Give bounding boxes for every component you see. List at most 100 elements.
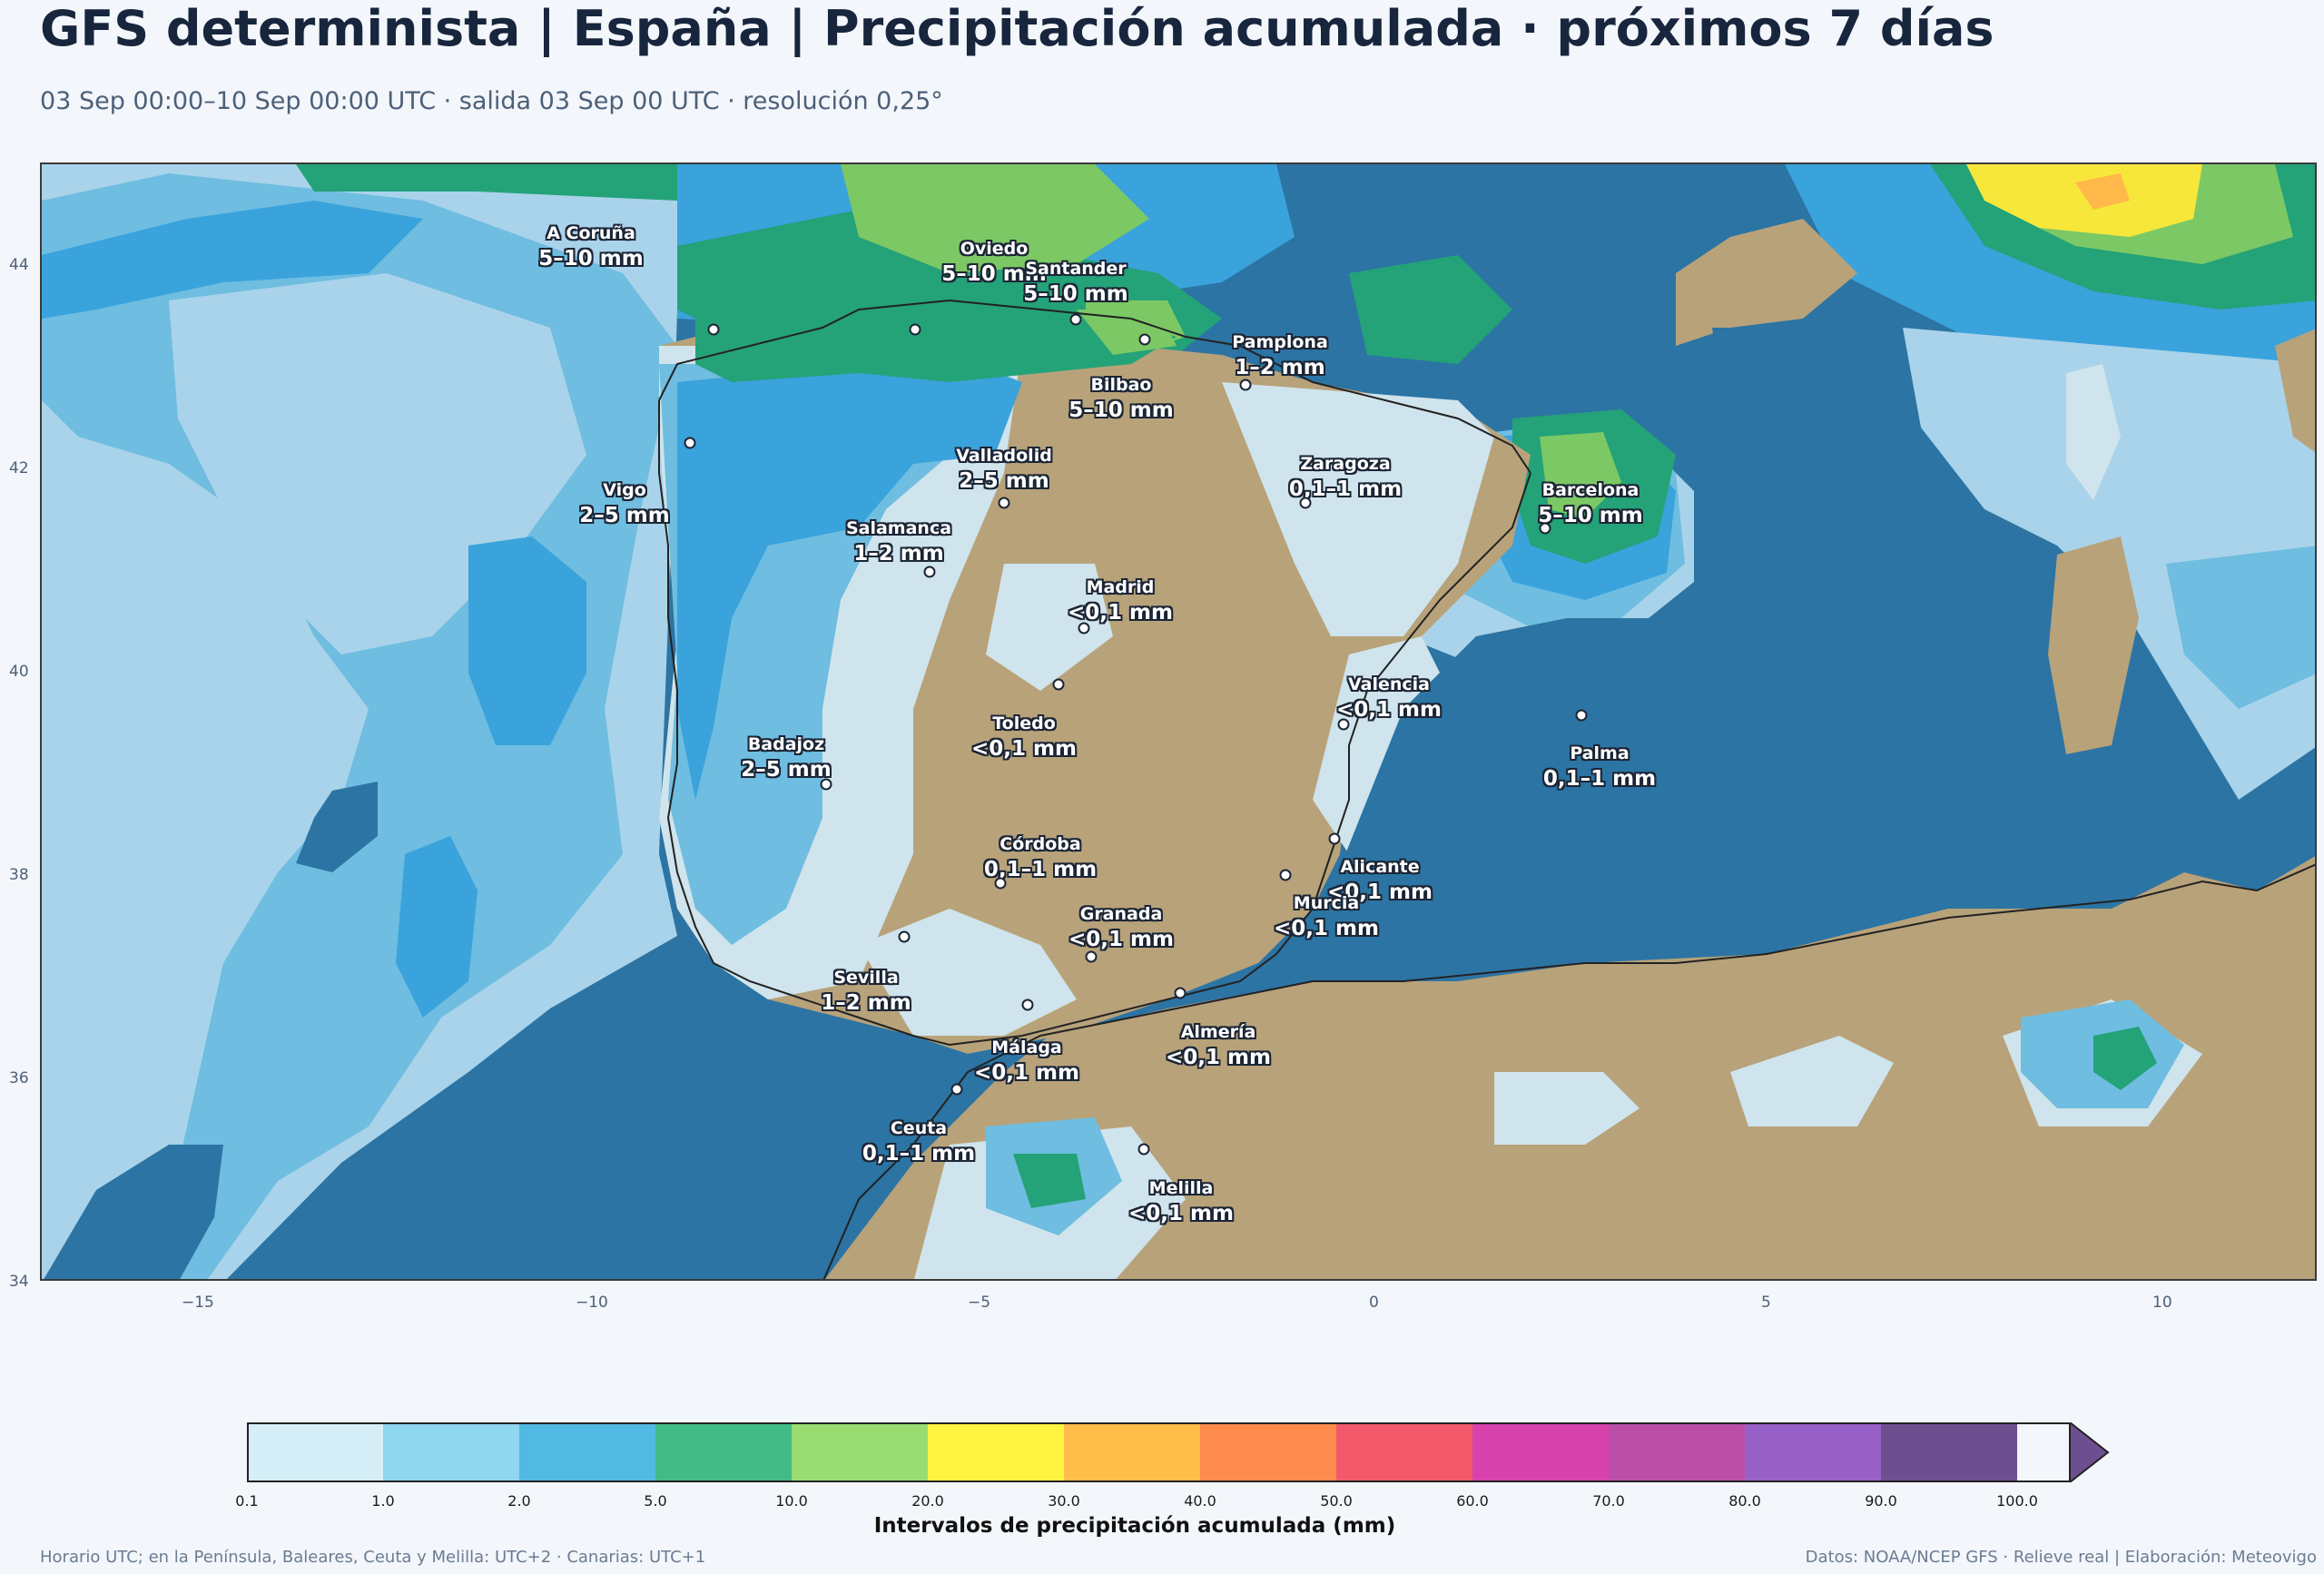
colorbar-tick-label: 50.0 xyxy=(1320,1492,1353,1510)
city-marker[interactable] xyxy=(1299,497,1312,509)
city-name: Melilla xyxy=(1148,1178,1214,1198)
colorbar-tick-label: 2.0 xyxy=(507,1492,531,1510)
city-marker[interactable] xyxy=(1174,987,1187,999)
city-name: Toledo xyxy=(992,713,1056,733)
colorbar-title: Intervalos de precipitación acumulada (m… xyxy=(873,1514,1396,1538)
city-marker[interactable] xyxy=(684,437,696,449)
city-marker[interactable] xyxy=(1279,869,1292,881)
city-name: Bilbao xyxy=(1090,375,1152,395)
x-tick-label: 5 xyxy=(1761,1294,1771,1312)
colorbar-extend-arrow xyxy=(2069,1422,2110,1482)
colorbar-segment xyxy=(1881,1422,2017,1482)
colorbar-tick-label: 5.0 xyxy=(644,1492,667,1510)
city-value: 2–5 mm xyxy=(959,469,1049,493)
city-value: 2–5 mm xyxy=(741,758,832,782)
city-name: Salamanca xyxy=(845,518,952,538)
colorbar-segment xyxy=(247,1422,383,1482)
catalonia-lightgreen xyxy=(1540,432,1621,518)
iberia-west-blue xyxy=(677,355,1022,800)
footer-timezone-note: Horario UTC; en la Península, Baleares, … xyxy=(40,1548,706,1567)
city-value: <0,1 mm xyxy=(1336,698,1442,722)
atlantic-dark-patch xyxy=(296,782,378,872)
colorbar-segment xyxy=(1472,1422,1609,1482)
city-value: 5–10 mm xyxy=(1068,398,1174,422)
italy-land xyxy=(2275,329,2315,453)
north-africa-light-2 xyxy=(1730,1036,1894,1126)
city-marker[interactable] xyxy=(1069,313,1082,326)
africa-coast xyxy=(822,863,2315,1279)
x-tick-label: −15 xyxy=(182,1294,214,1312)
precipitation-map[interactable] xyxy=(40,162,2317,1281)
city-value: 5–10 mm xyxy=(1538,504,1643,527)
city-value: <0,1 mm xyxy=(971,737,1077,761)
colorbar-segment xyxy=(383,1422,519,1482)
city-name: Badajoz xyxy=(747,734,825,754)
city-value: 1–2 mm xyxy=(1235,356,1325,379)
colorbar-segment xyxy=(655,1422,792,1482)
city-value: 2–5 mm xyxy=(579,504,670,527)
colorbar-segment xyxy=(1336,1422,1472,1482)
city-value: 0,1–1 mm xyxy=(862,1142,976,1166)
iberia-north-lightgreen xyxy=(1077,310,1177,355)
city-marker[interactable] xyxy=(1137,1143,1150,1156)
city-marker[interactable] xyxy=(1138,333,1151,346)
city-name: Valencia xyxy=(1347,674,1431,694)
city-marker[interactable] xyxy=(1575,709,1588,722)
footer-credits: Datos: NOAA/NCEP GFS · Relieve real | El… xyxy=(1805,1548,2317,1567)
colorbar-segment xyxy=(1200,1422,1336,1482)
city-name: A Coruña xyxy=(547,223,635,243)
y-tick-label: 36 xyxy=(9,1069,29,1087)
atlantic-blue-patch-3 xyxy=(396,836,478,1018)
colorbar-tick-label: 1.0 xyxy=(371,1492,395,1510)
city-marker[interactable] xyxy=(1052,678,1065,691)
y-tick-label: 42 xyxy=(9,459,29,477)
city-name: Zaragoza xyxy=(1300,454,1391,474)
city-marker[interactable] xyxy=(994,877,1007,890)
y-tick-label: 44 xyxy=(9,256,29,274)
tunisia-green xyxy=(2093,1027,2157,1090)
city-name: Córdoba xyxy=(1000,834,1081,854)
city-marker[interactable] xyxy=(1021,999,1034,1011)
colorbar-tick-label: 80.0 xyxy=(1728,1492,1761,1510)
alps-yellow xyxy=(1966,164,2202,237)
colorbar-tick-label: 90.0 xyxy=(1865,1492,1897,1510)
city-marker[interactable] xyxy=(820,778,832,791)
top-green-band xyxy=(296,164,677,201)
x-tick-label: 0 xyxy=(1369,1294,1379,1312)
city-name: Granada xyxy=(1079,904,1163,924)
city-marker[interactable] xyxy=(998,497,1010,509)
city-value: <0,1 mm xyxy=(974,1061,1079,1085)
city-marker[interactable] xyxy=(1239,379,1252,391)
colorbar-tick-label: 30.0 xyxy=(1048,1492,1080,1510)
north-africa-land xyxy=(825,856,2315,1279)
y-tick-label: 40 xyxy=(9,663,29,681)
city-marker[interactable] xyxy=(923,566,936,578)
colorbar-tick-label: 0.1 xyxy=(235,1492,259,1510)
colorbar-tick-label: 70.0 xyxy=(1592,1492,1625,1510)
page-subtitle: 03 Sep 00:00–10 Sep 00:00 UTC · salida 0… xyxy=(40,87,943,115)
city-marker[interactable] xyxy=(1539,522,1551,535)
city-value: <0,1 mm xyxy=(1128,1202,1234,1225)
colorbar-segment xyxy=(928,1422,1064,1482)
city-name: Pamplona xyxy=(1232,332,1328,352)
atlantic-blue-patch-2 xyxy=(468,536,586,745)
colorbar-tick-label: 20.0 xyxy=(911,1492,944,1510)
med-dark-sea xyxy=(1331,328,2039,945)
city-name: Barcelona xyxy=(1541,480,1640,500)
biscay-lightgreen xyxy=(841,164,1149,273)
city-marker[interactable] xyxy=(1328,832,1341,845)
city-marker[interactable] xyxy=(1085,950,1098,963)
city-name: Oviedo xyxy=(960,239,1029,259)
colorbar-tick-label: 100.0 xyxy=(1996,1492,2038,1510)
city-marker[interactable] xyxy=(909,323,921,336)
iberia-center-light xyxy=(986,564,1113,691)
city-marker[interactable] xyxy=(1078,622,1090,635)
city-marker[interactable] xyxy=(707,323,720,336)
france-green xyxy=(1349,255,1512,364)
city-marker[interactable] xyxy=(1337,718,1350,731)
colorbar-segment xyxy=(792,1422,928,1482)
city-value: 5–10 mm xyxy=(538,247,644,271)
city-value: <0,1 mm xyxy=(1327,880,1433,904)
city-marker[interactable] xyxy=(898,930,911,943)
city-marker[interactable] xyxy=(950,1083,963,1096)
